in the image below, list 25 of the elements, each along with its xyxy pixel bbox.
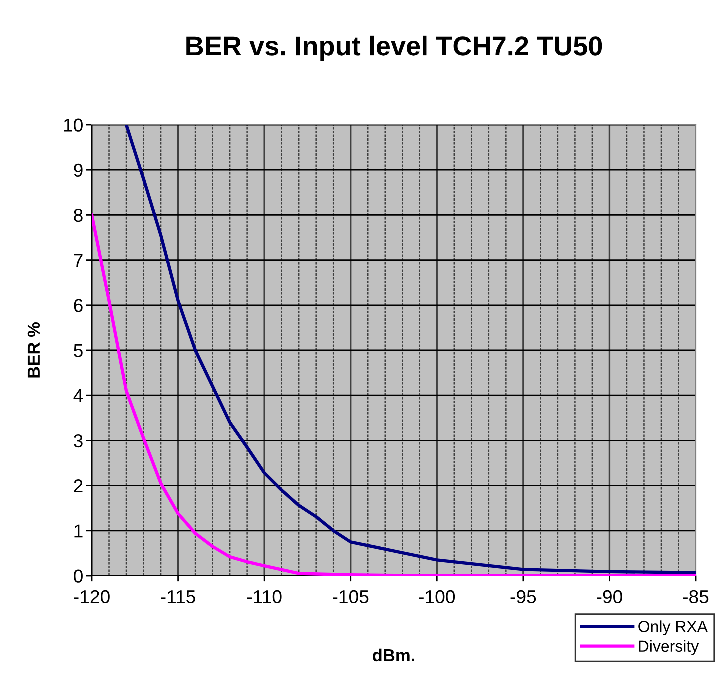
x-tick-label: -100 [419, 590, 456, 604]
y-tick-label: 8 [74, 208, 83, 222]
x-tick-label: -105 [333, 590, 369, 604]
y-tick-label: 0 [74, 570, 83, 583]
chart-title: BER vs. Input level TCH7.2 TU50 [186, 36, 602, 62]
y-tick-label: 3 [74, 434, 83, 448]
y-tick-label: 10 [64, 118, 83, 132]
y-tick-label: 6 [74, 299, 83, 312]
legend-label: Diversity [639, 640, 700, 656]
x-tick-label: -115 [161, 590, 196, 604]
y-tick-label: 9 [74, 164, 83, 178]
y-tick-label: 1 [74, 524, 83, 538]
y-tick-label: 4 [74, 390, 84, 402]
x-axis-title: dBm. [373, 648, 415, 662]
legend-label: Only RXA [638, 620, 708, 636]
x-tick-label: -110 [247, 590, 282, 604]
line-series [124, 125, 696, 574]
y-tick-label: 7 [74, 254, 83, 268]
x-tick-label: -90 [597, 590, 622, 604]
x-tick-label: -85 [683, 590, 709, 604]
y-tick-label: 5 [74, 344, 83, 358]
y-tick-label: 2 [74, 480, 83, 493]
x-tick-label: -95 [510, 590, 536, 604]
x-tick-label: -120 [74, 590, 110, 604]
y-axis-title: BER % [28, 322, 40, 378]
